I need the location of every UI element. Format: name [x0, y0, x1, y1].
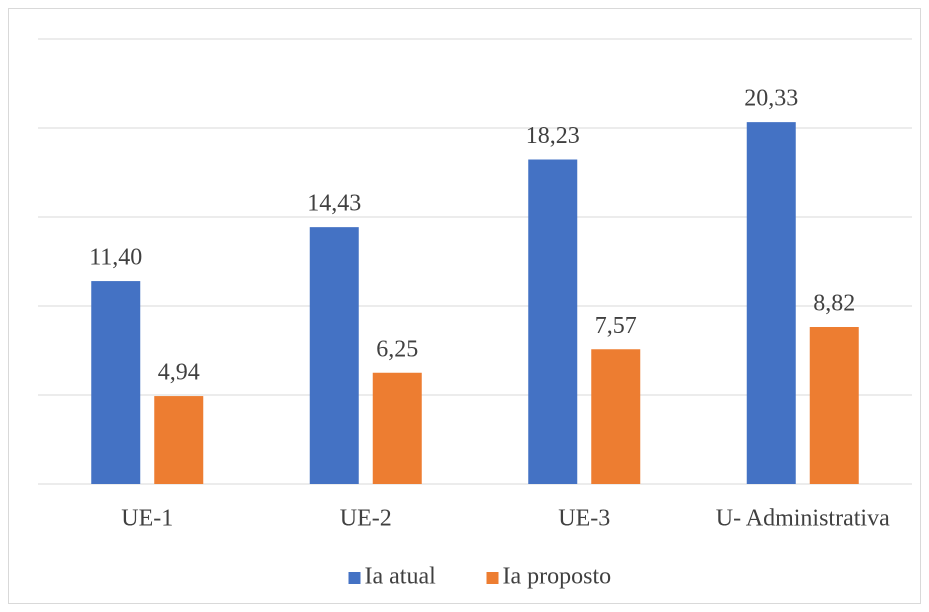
value-label: 4,94 [158, 360, 200, 386]
value-label: 18,23 [526, 123, 580, 149]
bar [528, 159, 578, 485]
bar [91, 281, 141, 484]
legend-label: Ia proposto [503, 564, 612, 590]
bar [372, 372, 422, 484]
value-label: 7,57 [595, 313, 637, 339]
x-tick-label: UE-2 [340, 506, 392, 532]
bar [809, 327, 859, 484]
value-label: 11,40 [89, 245, 142, 271]
bar [154, 396, 204, 484]
value-label: 8,82 [813, 291, 855, 317]
bar [591, 349, 641, 484]
x-tick-label: UE-3 [558, 506, 610, 532]
legend-label: Ia atual [365, 564, 437, 590]
bar [746, 122, 796, 484]
bar [309, 227, 359, 484]
legend-swatch [348, 572, 361, 584]
legend-swatch [486, 572, 499, 584]
x-tick-label: U- Administrativa [716, 506, 890, 532]
value-label: 14,43 [307, 191, 361, 217]
x-tick-label: UE-1 [121, 506, 173, 532]
value-label: 6,25 [376, 336, 418, 362]
value-label: 20,33 [744, 86, 798, 112]
